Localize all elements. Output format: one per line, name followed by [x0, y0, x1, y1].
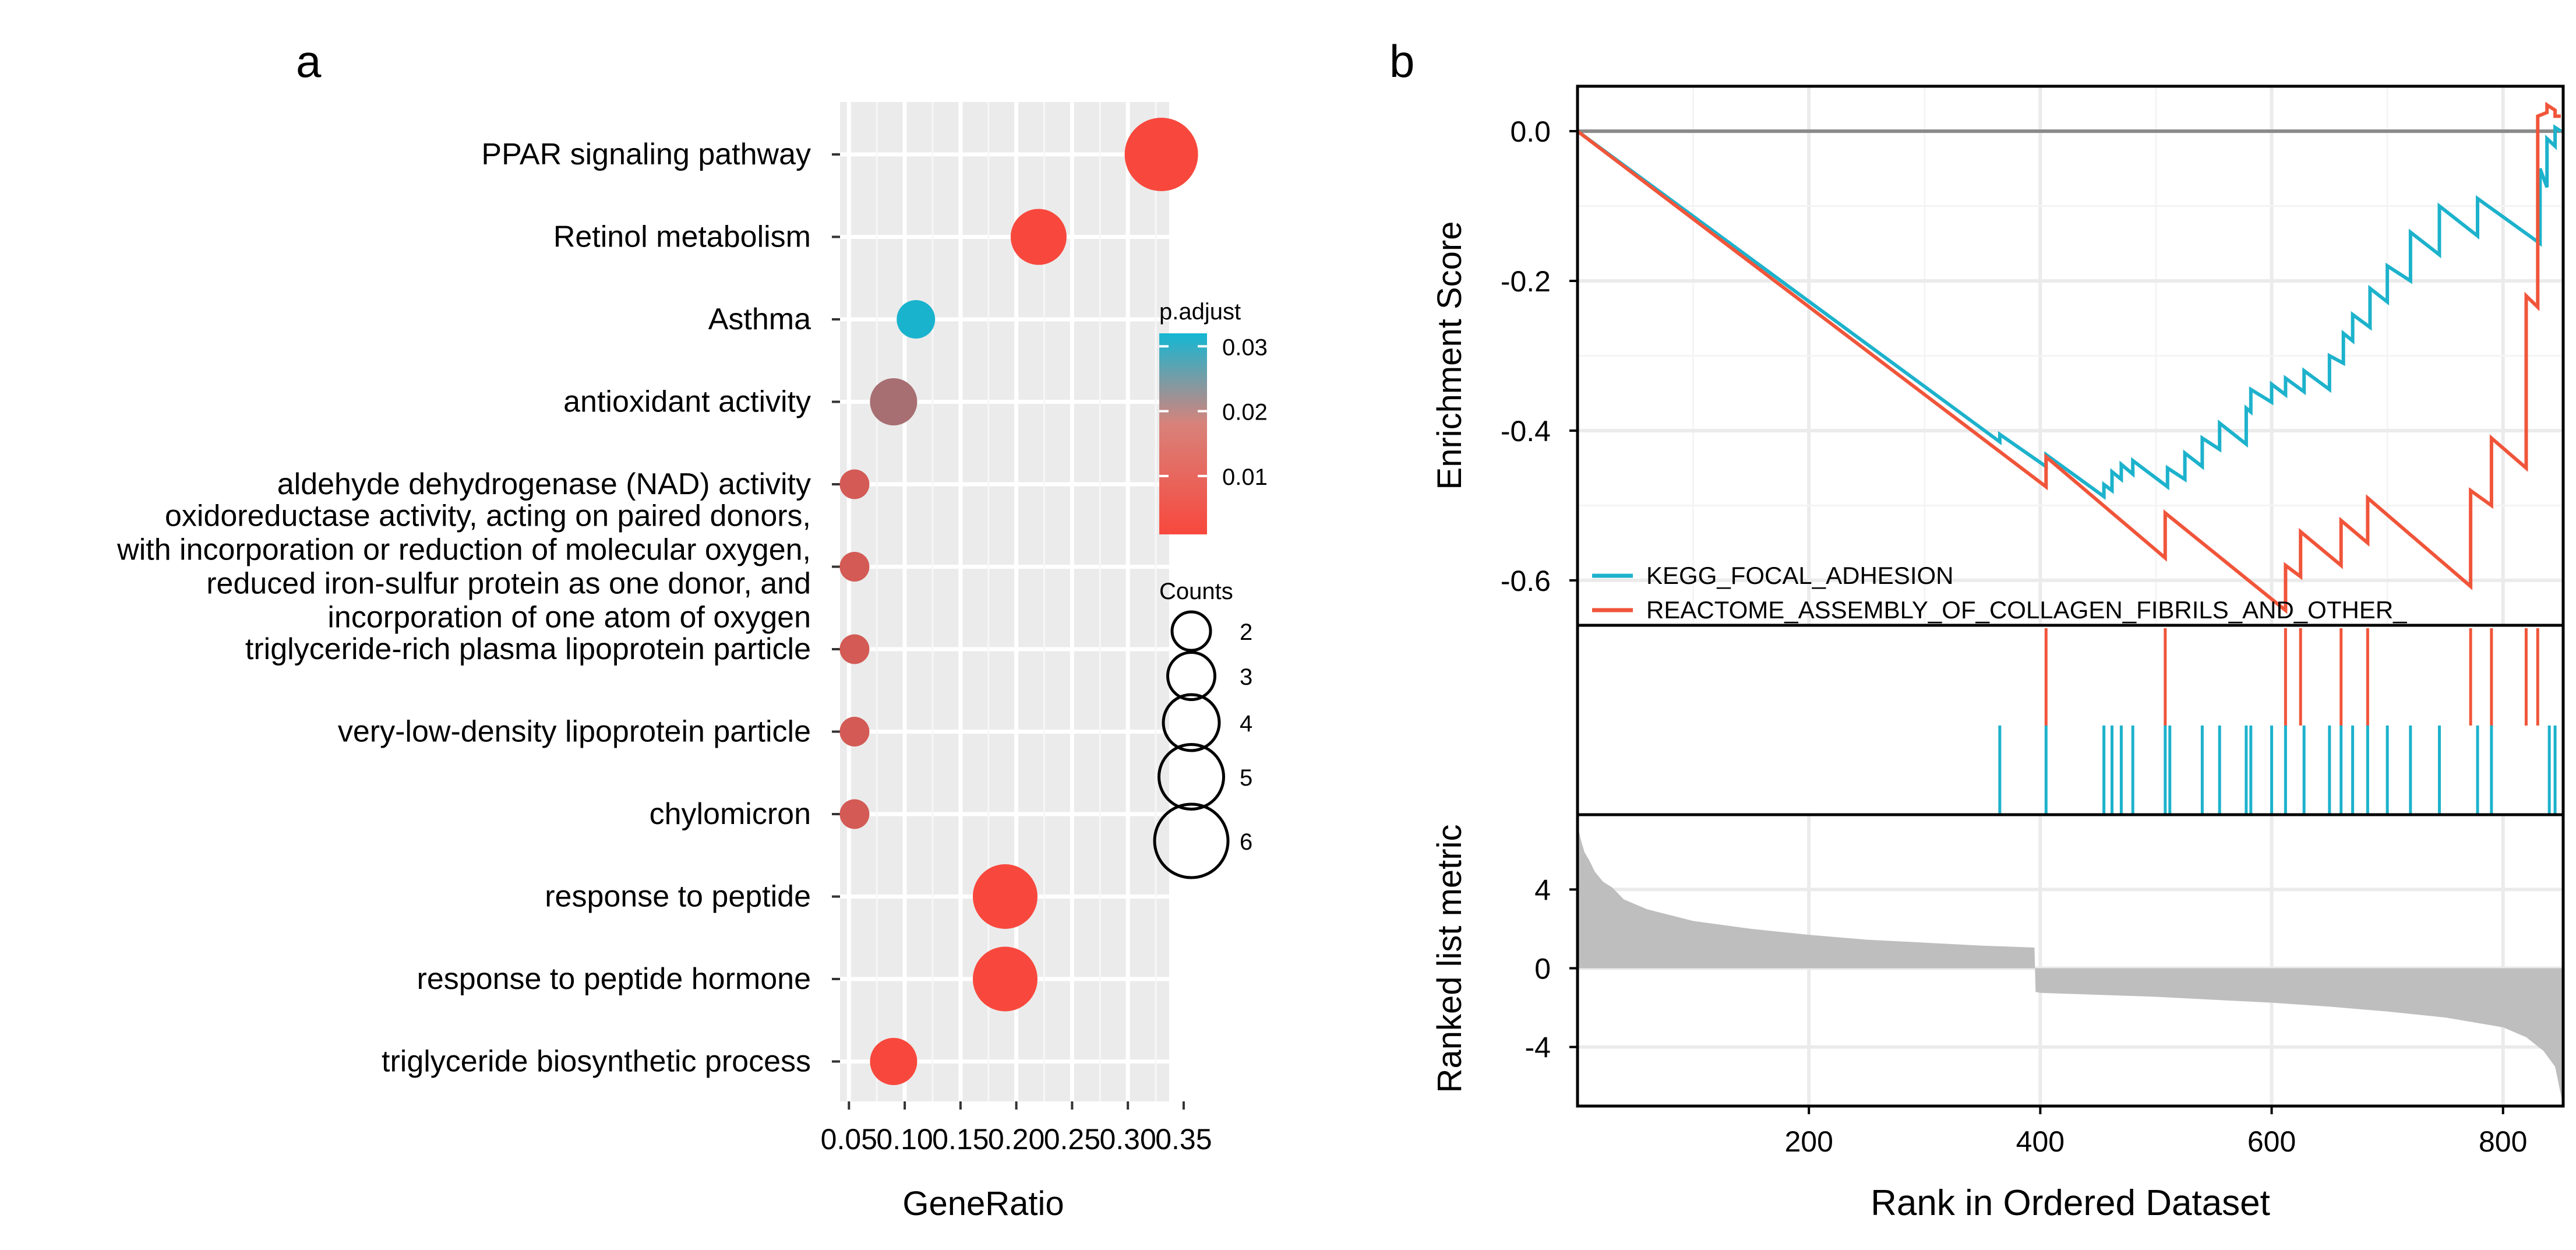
a-point: [870, 378, 918, 425]
a-category-label: PPAR signaling pathway: [481, 138, 811, 171]
a-category-label: response to peptide hormone: [417, 962, 811, 996]
es-y-ticks: 0.0 -0.2 -0.4 -0.6: [1501, 115, 1578, 597]
es-curve: [1576, 101, 2561, 614]
counts-legend-label: 3: [1240, 664, 1252, 690]
metric-y-tick-label: -4: [1525, 1031, 1551, 1064]
a-point: [870, 1038, 918, 1085]
a-x-tick-label: 0.15: [932, 1123, 989, 1156]
a-point: [972, 946, 1038, 1012]
es-curves: [1576, 101, 2562, 614]
panel-a-x-ticks: 0.050.100.150.200.250.300.35: [821, 1101, 1212, 1156]
es-legend-label-kegg: KEGG_FOCAL_ADHESION: [1646, 562, 1953, 589]
a-point: [839, 634, 870, 664]
es-legend-label-reactome: REACTOME_ASSEMBLY_OF_COLLAGEN_FIBRILS_AN…: [1646, 596, 2407, 624]
counts-legend: Counts 2 3 4 5 6: [1153, 579, 1252, 879]
counts-legend-items: 2 3 4 5 6: [1153, 610, 1252, 879]
panel-a-category-labels: PPAR signaling pathway Retinol metabolism…: [117, 138, 811, 1079]
panel-b: b 0.0 -0.2 -0.4 -0.6 Enrichment Score KEGG_…: [1389, 36, 2565, 1223]
a-category-label: chylomicron: [650, 797, 811, 831]
counts-legend-title: Counts: [1159, 579, 1233, 604]
counts-legend-label: 2: [1240, 619, 1252, 645]
a-point: [972, 864, 1038, 929]
a-category-label: Retinol metabolism: [553, 220, 811, 254]
panel-a-y-tick-marks: [832, 153, 840, 1063]
es-y-axis-title: Enrichment Score: [1431, 221, 1469, 490]
metric-y-ticks: 4 0 -4: [1525, 874, 1578, 1064]
panel-a-x-axis-title: GeneRatio: [902, 1185, 1064, 1223]
hit-tick-lines: [1998, 628, 2557, 815]
panel-b-x-axis-title: Rank in Ordered Dataset: [1871, 1183, 2270, 1223]
metric-y-axis-title: Ranked list metric: [1431, 825, 1469, 1093]
a-category-label: reduced iron-sulfur protein as one donor…: [206, 567, 811, 601]
counts-legend-circle: [1170, 610, 1212, 652]
a-x-tick-label: 0.10: [876, 1123, 933, 1156]
a-category-label: response to peptide: [545, 880, 811, 914]
counts-legend-label: 6: [1240, 829, 1252, 855]
counts-legend-circle: [1153, 802, 1230, 879]
a-x-tick-label: 0.05: [821, 1123, 877, 1156]
enrichment-score-panel: 0.0 -0.2 -0.4 -0.6 Enrichment Score KEGG_FO…: [1431, 84, 2565, 656]
panel-a-plot-background: [840, 102, 1169, 1101]
a-category-label: Asthma: [708, 302, 811, 336]
counts-legend-circle: [1158, 743, 1225, 811]
es-curve: [1576, 124, 2562, 500]
a-category-label: oxidoreductase activity, acting on paire…: [165, 499, 811, 533]
counts-legend-label: 4: [1240, 711, 1252, 737]
p-adjust-tick-label: 0.01: [1222, 464, 1268, 490]
b-x-tick-label: 800: [2479, 1125, 2527, 1158]
panel-b-label: b: [1389, 36, 1414, 87]
a-x-tick-label: 0.30: [1099, 1123, 1156, 1156]
metric-y-tick-label: 4: [1534, 874, 1551, 906]
a-category-label: very-low-density lipoprotein particle: [338, 715, 811, 749]
es-legend: KEGG_FOCAL_ADHESION REACTOME_ASSEMBLY_OF…: [1592, 562, 2407, 624]
a-category-label: with incorporation or reduction of molec…: [117, 533, 811, 567]
a-point: [1010, 209, 1067, 265]
a-category-label: triglyceride biosynthetic process: [382, 1045, 811, 1079]
panel-a-label: a: [296, 36, 322, 87]
panel-a: a PPAR signaling pathway Retinol metaboli…: [117, 36, 1268, 1223]
counts-legend-circle: [1166, 651, 1216, 701]
metric-panel-border: [1576, 813, 2565, 1108]
a-point: [839, 552, 870, 582]
es-y-tick-label: 0.0: [1510, 115, 1551, 148]
panel-b-x-ticks: 200 400 600 800: [1784, 1106, 2527, 1158]
b-x-tick-label: 400: [2016, 1125, 2065, 1158]
a-x-tick-label: 0.25: [1044, 1123, 1100, 1156]
p-adjust-tick-label: 0.03: [1222, 334, 1268, 360]
a-x-tick-label: 0.20: [988, 1123, 1044, 1156]
ranked-metric-area: [1579, 830, 2563, 1106]
counts-legend-label: 5: [1240, 765, 1252, 791]
b-x-tick-label: 200: [1784, 1125, 1833, 1158]
a-category-label: aldehyde dehydrogenase (NAD) activity: [277, 467, 811, 501]
es-y-tick-label: -0.4: [1501, 415, 1551, 448]
p-adjust-colorbar: [1159, 333, 1207, 534]
a-category-label: incorporation of one atom of oxygen: [327, 601, 811, 635]
b-x-tick-label: 600: [2247, 1125, 2296, 1158]
a-point: [839, 799, 870, 829]
a-x-tick-label: 0.35: [1155, 1123, 1212, 1156]
es-y-tick-label: -0.2: [1501, 265, 1551, 298]
a-category-label: triglyceride-rich plasma lipoprotein par…: [245, 632, 811, 666]
a-point: [1124, 118, 1198, 191]
hits-panel-background: [1578, 625, 2563, 815]
p-adjust-legend-title: p.adjust: [1159, 299, 1241, 325]
a-point: [839, 469, 870, 499]
a-point: [839, 717, 870, 747]
p-adjust-legend-ticks: 0.03 0.02 0.01: [1159, 334, 1268, 490]
es-y-tick-label: -0.6: [1501, 565, 1551, 597]
ranked-metric-panel: 4 0 -4 Ranked list metric: [1431, 813, 2565, 1108]
p-adjust-tick-label: 0.02: [1222, 400, 1268, 425]
a-category-label: antioxidant activity: [563, 385, 811, 419]
panel-a-points: [839, 118, 1198, 1085]
hits-panel: [1576, 624, 2565, 816]
a-point: [897, 300, 936, 339]
p-adjust-legend: p.adjust 0.03 0.02 0.01: [1159, 299, 1268, 534]
counts-legend-circle: [1162, 693, 1221, 752]
metric-y-tick-label: 0: [1534, 953, 1551, 985]
